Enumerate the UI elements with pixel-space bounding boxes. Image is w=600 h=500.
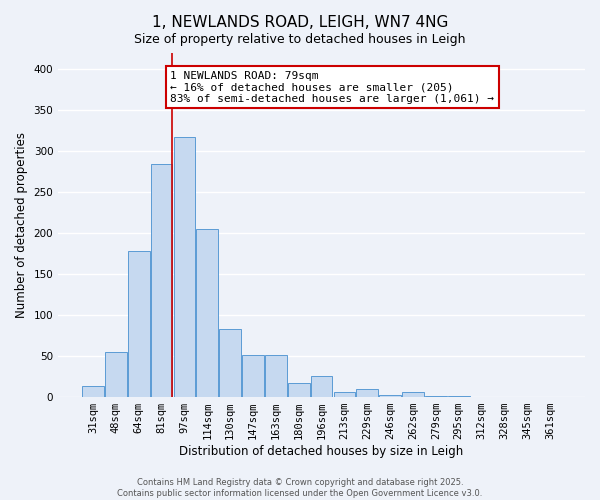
Bar [196,230,218,396]
Bar [128,251,149,396]
Bar [334,392,355,396]
Bar [173,137,195,396]
Bar [151,164,172,396]
Bar [242,355,264,397]
Bar [379,395,401,396]
Bar [82,386,104,396]
Text: 1 NEWLANDS ROAD: 79sqm
← 16% of detached houses are smaller (205)
83% of semi-de: 1 NEWLANDS ROAD: 79sqm ← 16% of detached… [170,70,494,104]
Y-axis label: Number of detached properties: Number of detached properties [15,132,28,318]
Text: 1, NEWLANDS ROAD, LEIGH, WN7 4NG: 1, NEWLANDS ROAD, LEIGH, WN7 4NG [152,15,448,30]
Bar [105,352,127,397]
Bar [288,384,310,396]
Text: Contains HM Land Registry data © Crown copyright and database right 2025.
Contai: Contains HM Land Registry data © Crown c… [118,478,482,498]
Text: Size of property relative to detached houses in Leigh: Size of property relative to detached ho… [134,32,466,46]
Bar [311,376,332,396]
Bar [356,389,378,396]
X-axis label: Distribution of detached houses by size in Leigh: Distribution of detached houses by size … [179,444,464,458]
Bar [265,355,287,397]
Bar [402,392,424,396]
Bar [219,328,241,396]
